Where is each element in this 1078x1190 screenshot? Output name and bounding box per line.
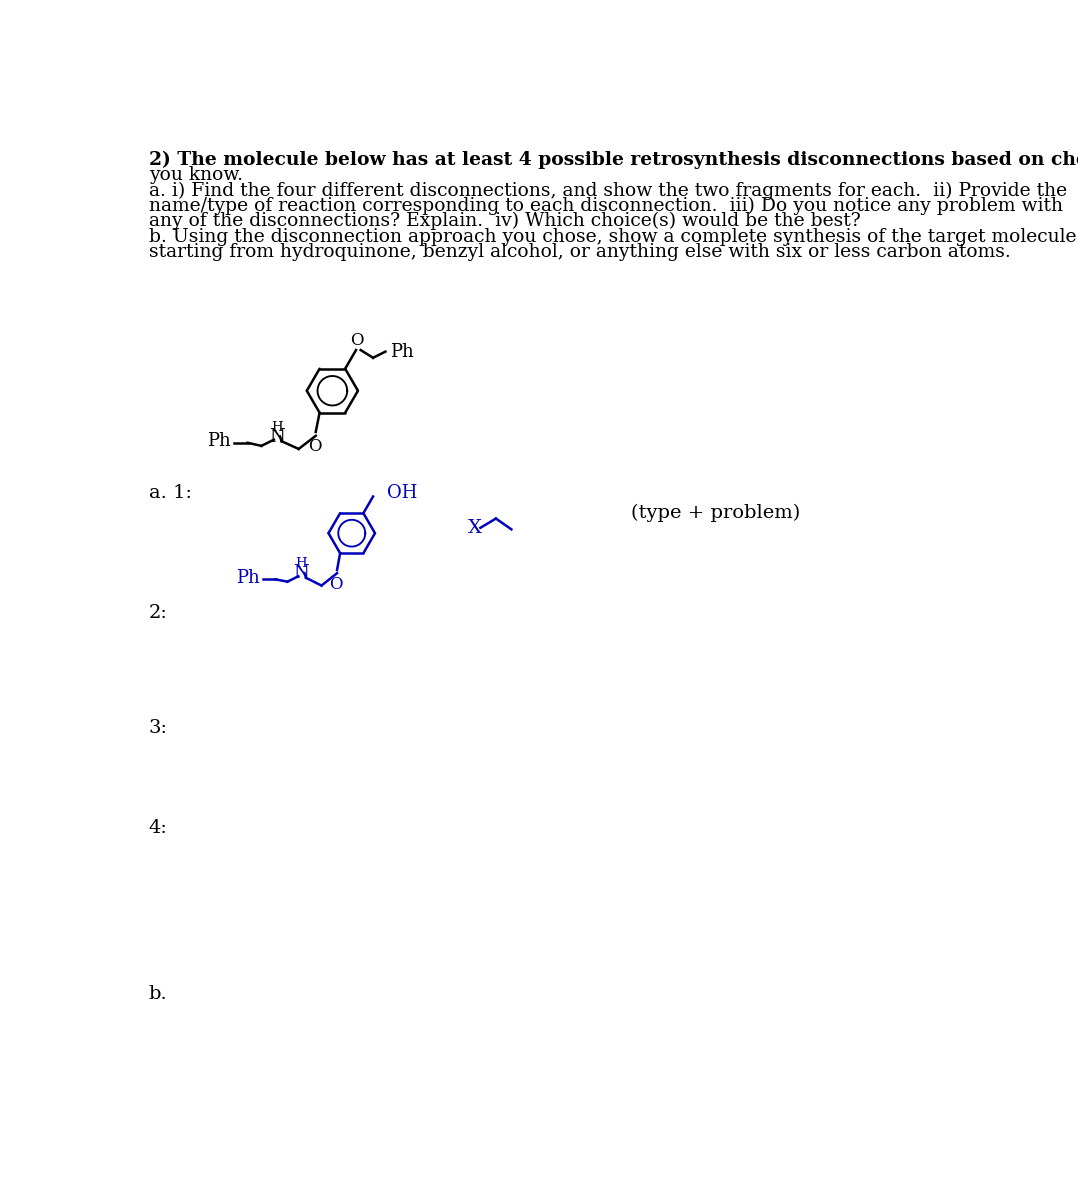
Text: X: X: [468, 519, 482, 537]
Text: you know.: you know.: [149, 167, 243, 184]
Text: Ph: Ph: [207, 432, 231, 450]
Text: 2) The molecule below has at least 4 possible retrosynthesis disconnections base: 2) The molecule below has at least 4 pos…: [149, 151, 1078, 169]
Text: O: O: [350, 332, 363, 350]
Text: O: O: [308, 438, 321, 455]
Text: Ph: Ph: [390, 343, 414, 361]
Text: b.: b.: [149, 984, 167, 1003]
Text: (type + problem): (type + problem): [631, 503, 800, 521]
Text: starting from hydroquinone, benzyl alcohol, or anything else with six or less ca: starting from hydroquinone, benzyl alcoh…: [149, 243, 1010, 261]
Text: O: O: [330, 576, 343, 593]
Text: 2:: 2:: [149, 603, 167, 621]
Text: N: N: [270, 427, 285, 445]
Text: OH: OH: [387, 483, 417, 502]
Text: 3:: 3:: [149, 719, 168, 737]
Text: H: H: [295, 557, 307, 570]
Text: name/type of reaction corresponding to each disconnection.  iii) Do you notice a: name/type of reaction corresponding to e…: [149, 196, 1063, 215]
Text: N: N: [293, 564, 309, 582]
Text: b. Using the disconnection approach you chose, show a complete synthesis of the : b. Using the disconnection approach you …: [149, 227, 1076, 246]
Text: any of the disconnections? Explain.  iv) Which choice(s) would be the best?: any of the disconnections? Explain. iv) …: [149, 212, 860, 231]
Text: Ph: Ph: [236, 569, 260, 587]
Text: 4:: 4:: [149, 819, 167, 837]
Text: a. 1:: a. 1:: [149, 484, 192, 502]
Text: a. i) Find the four different disconnections, and show the two fragments for eac: a. i) Find the four different disconnect…: [149, 181, 1067, 200]
Text: H: H: [272, 421, 282, 434]
